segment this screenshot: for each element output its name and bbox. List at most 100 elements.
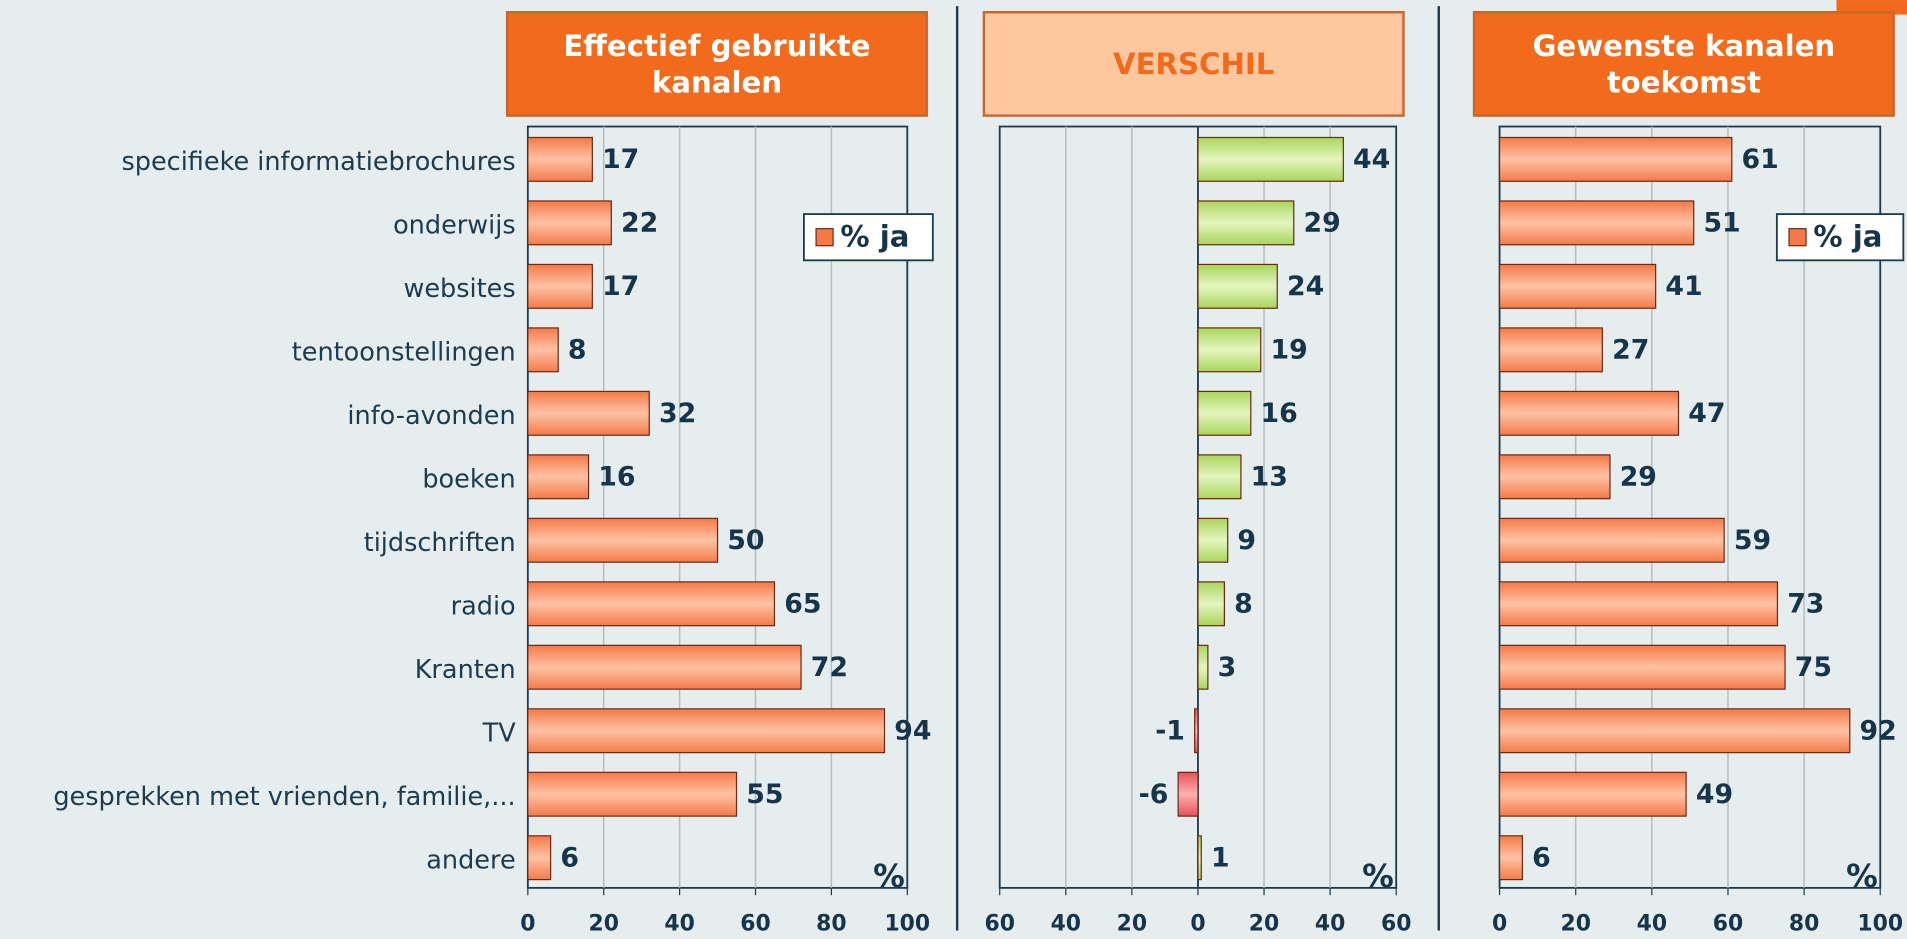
- chart-title: VERSCHIL: [1113, 46, 1275, 81]
- title-holder: Gewenste kanalen toekomst: [1532, 28, 1836, 100]
- x-tick-label: 40: [664, 911, 694, 936]
- title-box: [505, 10, 928, 117]
- bar: [1197, 517, 1229, 563]
- value-label: 19: [1270, 335, 1307, 366]
- title-holder: Effectief gebruikte kanalen: [563, 28, 871, 100]
- value-label: 59: [1734, 525, 1771, 556]
- category-label: websites: [403, 274, 515, 304]
- category-label: Kranten: [415, 655, 516, 685]
- bar: [1498, 581, 1779, 627]
- x-tick-label: 60: [1381, 911, 1411, 936]
- x-tick-label: 60: [1713, 911, 1743, 936]
- value-label: 29: [1304, 208, 1341, 239]
- category-label: TV: [482, 718, 517, 748]
- legend-label: % ja: [1813, 219, 1882, 253]
- title-box: [982, 10, 1405, 117]
- chart-title: Gewenste kanalen toekomst: [1532, 28, 1836, 100]
- legend-label: % ja: [840, 219, 909, 253]
- bar: [1197, 644, 1209, 690]
- bar: [1498, 454, 1611, 500]
- category-label: boeken: [422, 464, 515, 494]
- value-label: 73: [1787, 588, 1824, 619]
- value-label: 9: [1237, 525, 1256, 556]
- value-label: 32: [659, 398, 696, 429]
- value-label: -6: [1139, 779, 1169, 810]
- value-label: 72: [811, 652, 848, 683]
- legend-box: [802, 213, 934, 262]
- bar: [1197, 835, 1202, 881]
- value-label: 3: [1218, 652, 1237, 683]
- bar: [527, 327, 559, 373]
- bar: [1498, 263, 1657, 309]
- bar: [1498, 771, 1687, 817]
- bar: [1197, 136, 1344, 182]
- value-label: 47: [1688, 398, 1725, 429]
- value-label: 6: [560, 842, 579, 873]
- bar: [527, 708, 886, 754]
- value-label: 65: [784, 588, 821, 619]
- legend-swatch: [815, 228, 834, 247]
- bar: [1197, 454, 1242, 500]
- bar: [1197, 200, 1295, 246]
- value-label: -1: [1155, 715, 1185, 746]
- bar: [1498, 390, 1680, 436]
- bar: [527, 454, 590, 500]
- title-box: [1472, 10, 1895, 117]
- bar: [527, 644, 802, 690]
- x-tick-label: 0: [1190, 911, 1205, 936]
- bar: [1498, 136, 1733, 182]
- value-label: 8: [568, 335, 587, 366]
- x-tick-label: 20: [588, 911, 618, 936]
- value-label: 1: [1211, 842, 1230, 873]
- bar: [1498, 835, 1524, 881]
- category-label: info-avonden: [347, 401, 515, 431]
- category-label: radio: [451, 591, 516, 621]
- x-tick-label: 80: [816, 911, 846, 936]
- value-label: 41: [1665, 271, 1702, 302]
- bar: [1498, 200, 1695, 246]
- x-tick-label: 20: [1249, 911, 1279, 936]
- bar: [1498, 644, 1786, 690]
- value-label: 94: [894, 715, 931, 746]
- value-label: 27: [1612, 335, 1649, 366]
- value-label: 16: [598, 462, 635, 493]
- x-tick-label: 100: [1857, 911, 1903, 936]
- value-label: 55: [746, 779, 783, 810]
- bar: [527, 835, 552, 881]
- x-tick-label: 40: [1315, 911, 1345, 936]
- x-tick-label: 100: [884, 911, 930, 936]
- bar: [527, 390, 650, 436]
- value-label: 92: [1860, 715, 1897, 746]
- value-label: 13: [1251, 462, 1288, 493]
- bar: [1197, 390, 1252, 436]
- value-label: 24: [1287, 271, 1324, 302]
- value-label: 75: [1795, 652, 1832, 683]
- value-label: 6: [1532, 842, 1551, 873]
- bar: [1194, 708, 1199, 754]
- x-tick-label: 20: [1560, 911, 1590, 936]
- category-label: onderwijs: [393, 211, 516, 241]
- unit-label: %: [1846, 859, 1878, 895]
- bar: [527, 200, 612, 246]
- x-tick-label: 40: [1637, 911, 1667, 936]
- bar: [1498, 708, 1851, 754]
- x-tick-label: 0: [520, 911, 535, 936]
- chart-title: Effectief gebruikte kanalen: [563, 28, 871, 100]
- bar: [527, 771, 738, 817]
- value-label: 51: [1703, 208, 1740, 239]
- x-tick-label: 60: [984, 911, 1014, 936]
- category-label: gesprekken met vrienden, familie,...: [53, 782, 515, 812]
- x-tick-label: 0: [1492, 911, 1507, 936]
- bar: [527, 581, 776, 627]
- value-label: 61: [1742, 144, 1779, 175]
- plot-area: [526, 125, 909, 889]
- legend-swatch: [1788, 228, 1807, 247]
- bar: [527, 263, 593, 309]
- x-tick-label: 80: [1789, 911, 1819, 936]
- value-label: 44: [1353, 144, 1390, 175]
- bar: [1177, 771, 1199, 817]
- plot-area: [1498, 125, 1882, 889]
- value-label: 22: [621, 208, 658, 239]
- category-label: specifieke informatiebrochures: [121, 147, 515, 177]
- value-label: 16: [1261, 398, 1298, 429]
